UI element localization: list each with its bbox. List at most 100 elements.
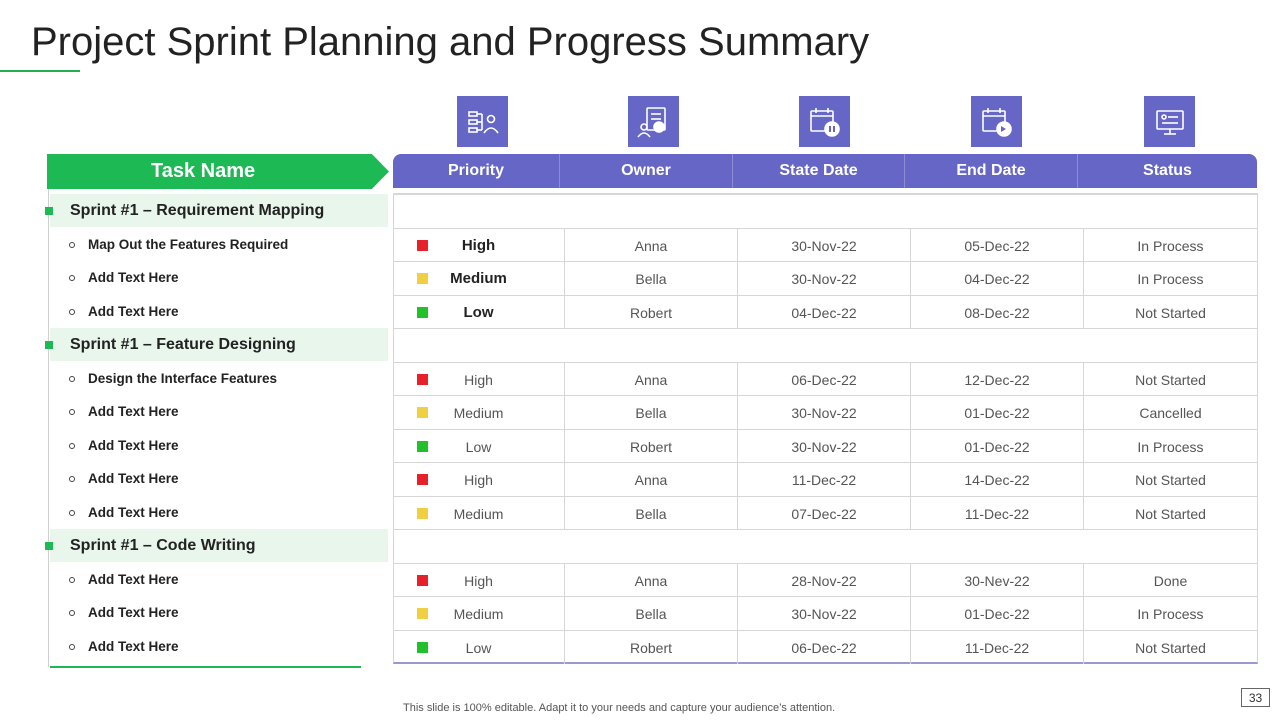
square-bullet-icon	[45, 206, 53, 215]
cell-end-text: 11-Dec-22	[964, 639, 1030, 656]
table-row: Low Robert 30-Nov-22 01-Dec-22 In Process	[393, 429, 1258, 463]
priority-marker-icon	[417, 474, 428, 485]
footer-note: This slide is 100% editable. Adapt it to…	[403, 702, 836, 714]
task-name-header: Task Name	[47, 154, 389, 189]
cell-start: 30-Nov-22	[738, 262, 911, 295]
task-item: Add Text Here	[50, 563, 388, 596]
title-underline	[0, 70, 80, 72]
cell-end: 04-Dec-22	[911, 262, 1084, 295]
cell-priority-text: High	[461, 237, 496, 254]
cell-end: 01-Dec-22	[911, 430, 1084, 463]
task-item: Map Out the Features Required	[50, 228, 388, 261]
cell-end: 11-Dec-22	[911, 497, 1084, 530]
sprint-heading: Sprint #1 – Feature Designing	[45, 328, 388, 361]
table-row: Medium Bella 07-Dec-22 11-Dec-22 Not Started	[393, 496, 1258, 530]
cell-status: In Process	[1084, 597, 1257, 630]
cell-priority: Low	[393, 631, 565, 664]
cell-priority-text: Low	[465, 639, 492, 656]
cell-start: 28-Nov-22	[738, 564, 911, 597]
task-label: Add Text Here	[88, 572, 179, 587]
cell-start-text: 30-Nov-22	[791, 605, 857, 622]
cell-owner-text: Anna	[634, 371, 668, 388]
cell-priority-text: Medium	[450, 270, 507, 287]
cell-status: In Process	[1084, 229, 1257, 262]
cell-start-text: 06-Dec-22	[791, 371, 857, 388]
cell-end: 01-Dec-22	[911, 396, 1084, 429]
calendar-pause-icon	[799, 96, 850, 147]
left-panel-bottom-rule	[50, 666, 361, 668]
cell-start-text: 06-Dec-22	[791, 639, 857, 656]
priority-marker-icon	[417, 240, 428, 251]
circle-bullet-icon	[69, 241, 75, 248]
table-frame	[393, 193, 1258, 664]
cell-priority-text: Medium	[453, 404, 504, 421]
table-row: Low Robert 06-Dec-22 11-Dec-22 Not Started	[393, 630, 1258, 664]
cell-end-text: 04-Dec-22	[964, 270, 1030, 287]
header-status: Status	[1143, 162, 1192, 179]
table-group-row	[393, 328, 1258, 362]
cell-owner: Anna	[565, 363, 738, 396]
task-label: Add Text Here	[88, 639, 179, 654]
task-item: Add Text Here	[50, 395, 388, 428]
cell-start-text: 07-Dec-22	[791, 505, 857, 522]
table-row: Medium Bella 30-Nov-22 04-Dec-22 In Process	[393, 261, 1258, 295]
cell-status: In Process	[1084, 262, 1257, 295]
people-chart-icon	[457, 96, 508, 147]
cell-end: 08-Dec-22	[911, 296, 1084, 329]
cell-end-text: 01-Dec-22	[964, 404, 1030, 421]
cell-end-text: 01-Dec-22	[964, 605, 1030, 622]
cell-priority-text: Medium	[453, 605, 504, 622]
priority-marker-icon	[417, 307, 428, 318]
cell-status-text: Done	[1153, 572, 1188, 589]
cell-status-text: In Process	[1137, 438, 1204, 455]
cell-owner: Robert	[565, 430, 738, 463]
table-group-row	[393, 529, 1258, 563]
cell-owner: Anna	[565, 229, 738, 262]
cell-priority: High	[393, 463, 565, 496]
square-bullet-icon	[45, 340, 53, 349]
priority-marker-icon	[417, 608, 428, 619]
cell-start: 30-Nov-22	[738, 396, 911, 429]
table-row: Medium Bella 30-Nov-22 01-Dec-22 Cancelled	[393, 395, 1258, 429]
cell-owner-text: Robert	[629, 304, 673, 321]
cell-start: 07-Dec-22	[738, 497, 911, 530]
task-item: Add Text Here	[50, 261, 388, 294]
circle-bullet-icon	[69, 408, 75, 415]
table-row: High Anna 11-Dec-22 14-Dec-22 Not Started	[393, 462, 1258, 496]
priority-marker-icon	[417, 407, 428, 418]
cell-status-text: In Process	[1137, 605, 1204, 622]
cell-start: 11-Dec-22	[738, 463, 911, 496]
cell-priority: High	[393, 564, 565, 597]
header-priority: Priority	[393, 154, 560, 188]
cell-start-text: 30-Nov-22	[791, 237, 857, 254]
circle-bullet-icon	[69, 274, 75, 281]
cell-status: Not Started	[1084, 463, 1257, 496]
cell-owner-text: Bella	[635, 270, 667, 287]
cell-owner: Anna	[565, 463, 738, 496]
cell-priority: Medium	[393, 396, 565, 429]
cell-priority: High	[393, 229, 565, 262]
page-title: Project Sprint Planning and Progress Sum…	[31, 20, 870, 64]
task-label: Add Text Here	[88, 505, 179, 520]
cell-owner-text: Anna	[634, 237, 668, 254]
cell-owner-text: Anna	[634, 471, 668, 488]
cell-priority: Medium	[393, 497, 565, 530]
cell-priority-text: High	[464, 572, 493, 589]
sprint-heading: Sprint #1 – Requirement Mapping	[45, 194, 388, 227]
task-item: Design the Interface Features	[50, 362, 388, 395]
sprint-label: Sprint #1 – Code Writing	[70, 536, 256, 554]
circle-bullet-icon	[69, 509, 75, 516]
circle-bullet-icon	[69, 643, 75, 650]
cell-status-text: In Process	[1137, 270, 1204, 287]
cell-owner-text: Anna	[634, 572, 668, 589]
cell-end-text: 05-Dec-22	[964, 237, 1030, 254]
cell-owner: Bella	[565, 262, 738, 295]
task-item: Add Text Here	[50, 596, 388, 629]
cell-owner-text: Bella	[635, 404, 667, 421]
circle-bullet-icon	[69, 576, 75, 583]
header-start-date: State Date	[733, 154, 905, 188]
cell-status: Not Started	[1084, 631, 1257, 664]
cell-priority-text: High	[464, 371, 493, 388]
circle-bullet-icon	[69, 609, 75, 616]
cell-start: 30-Nov-22	[738, 229, 911, 262]
